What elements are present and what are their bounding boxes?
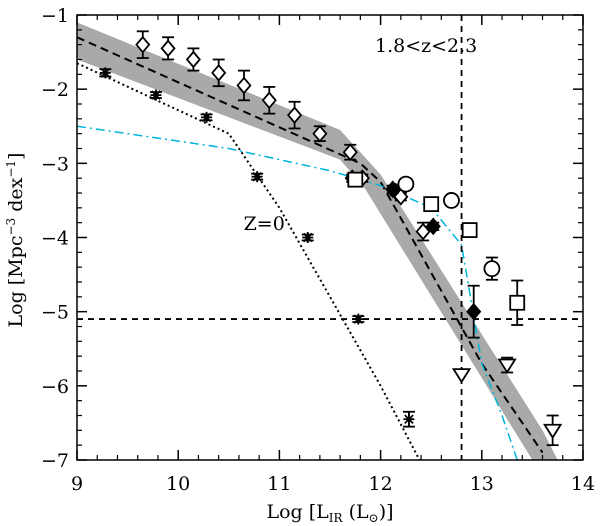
data-point-square-open [423, 196, 440, 213]
data-point-group [347, 171, 364, 188]
y-tick-label: −5 [41, 302, 69, 324]
data-point-group [423, 196, 440, 213]
y-tick-label: −4 [41, 228, 69, 250]
data-point-group [543, 414, 563, 447]
data-point-circle-open [443, 192, 460, 209]
data-point-star [201, 111, 213, 123]
data-point-diamond-open [135, 35, 151, 54]
y-axis-title: Log [Mpc−3 dex−1] [4, 153, 27, 328]
y-tick-label: −1 [41, 5, 69, 27]
data-point-group [483, 256, 501, 281]
data-point-star [302, 232, 314, 243]
data-point-triangle-down-open [543, 423, 563, 440]
y-tick-label: −7 [41, 450, 69, 472]
data-point-group [251, 171, 264, 183]
data-point-group [385, 180, 401, 199]
data-point-star [150, 89, 162, 101]
dotted-local-line [77, 62, 421, 460]
data-point-diamond-open [415, 222, 431, 241]
x-axis-title: Log [LIR (L⊙)] [266, 501, 393, 525]
annotation-redshift: 1.8<z<2.3 [375, 35, 477, 57]
data-point-diamond-open [160, 39, 176, 58]
y-tick-label: −3 [41, 153, 69, 175]
data-point-group [342, 143, 358, 162]
data-point-group [236, 69, 252, 102]
data-point-group [99, 67, 112, 79]
data-point-group [461, 222, 478, 238]
data-point-square-open [461, 222, 478, 238]
data-point-group [509, 279, 526, 326]
data-point-group [312, 124, 328, 143]
data-point-group [497, 356, 517, 374]
data-point-star [352, 313, 364, 325]
x-tick-label: 14 [571, 473, 595, 495]
y-tick-label: −6 [41, 376, 69, 398]
data-point-diamond-filled [385, 180, 401, 199]
x-tick-label: 13 [470, 473, 494, 495]
plot-area [76, 14, 584, 461]
data-point-circle-open [397, 175, 415, 193]
data-point-group [160, 36, 176, 61]
data-point-diamond-filled [425, 217, 441, 236]
data-point-circle-open [483, 260, 501, 278]
data-point-group [149, 89, 162, 101]
data-point-group [466, 284, 482, 339]
data-point-group [415, 221, 431, 242]
data-point-star [251, 171, 263, 183]
data-point-star [99, 67, 111, 79]
data-point-group [185, 47, 201, 72]
x-tick-label: 12 [369, 473, 393, 495]
data-point-group [425, 217, 441, 236]
x-tick-label: 9 [71, 473, 83, 495]
data-point-group [200, 111, 213, 123]
uncertainty-band [77, 22, 558, 460]
data-point-diamond-open [236, 76, 252, 95]
data-point-group [261, 86, 277, 115]
data-point-group [451, 368, 472, 384]
data-point-triangle-down-open [451, 368, 472, 384]
data-point-triangle-down-open [497, 358, 517, 374]
data-point-group [443, 192, 460, 209]
y-tick-label: −2 [41, 79, 69, 101]
data-point-group [135, 30, 151, 59]
data-point-diamond-open [342, 143, 358, 162]
data-point-square-open [347, 171, 364, 188]
data-point-group [352, 313, 365, 325]
data-point-diamond-open [312, 124, 328, 143]
x-tick-label: 10 [166, 473, 190, 495]
data-point-group [397, 175, 415, 193]
data-point-diamond-open [261, 91, 277, 110]
data-point-diamond-open [211, 63, 227, 82]
data-point-diamond-open [287, 106, 303, 125]
data-point-group [301, 232, 314, 243]
data-point-group [402, 410, 415, 428]
data-point-diamond-open [185, 50, 201, 69]
x-tick-label: 11 [267, 473, 291, 495]
data-point-group [287, 100, 303, 130]
data-point-star [403, 413, 415, 425]
annotation-z0: Z=0 [244, 213, 285, 235]
data-point-group [211, 58, 227, 88]
data-point-diamond-filled [466, 302, 482, 321]
data-point-square-open [509, 294, 526, 311]
